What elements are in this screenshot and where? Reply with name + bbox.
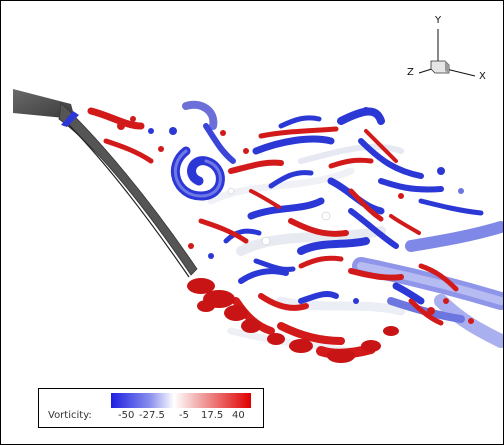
legend-tick: 40 [232,410,245,421]
legend-tick: -50 [118,410,135,421]
trailing-edge-red-cluster [187,278,399,363]
colorbar-legend: Vorticity: -50 -27.5 -5 17.5 40 [38,388,264,428]
legend-tick: -27.5 [139,410,165,421]
axis-label-y: Y [435,15,442,26]
axis-label-z: Z [407,67,414,78]
vortex-tubes-blue-large [352,221,503,348]
vortex-tubes-blue [223,107,484,305]
blade-surface [13,89,198,278]
colorbar-gradient [111,393,251,408]
legend-title: Vorticity: [48,410,92,421]
axis-label-x: X [479,71,486,82]
axis-triad [418,29,476,77]
scattered-blobs [117,107,474,324]
legend-tick: 17.5 [201,410,224,421]
swirl-vortex [170,100,236,201]
legend-tick: -5 [179,410,189,421]
